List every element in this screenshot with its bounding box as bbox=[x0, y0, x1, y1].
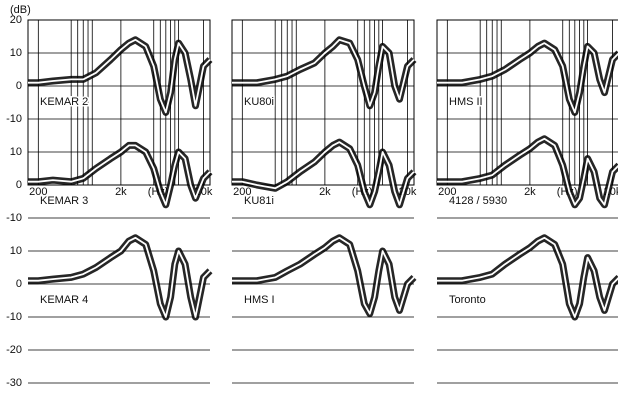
y-tick-label: 20 bbox=[10, 14, 22, 26]
mean-curve bbox=[232, 141, 415, 206]
x-tick-label: 2k bbox=[319, 186, 331, 198]
legend-label: KU80i bbox=[244, 96, 274, 108]
mean-curve bbox=[232, 236, 415, 315]
legend-label: 4128 / 5930 bbox=[449, 195, 507, 207]
y-tick-label: -10 bbox=[6, 212, 22, 224]
y-tick-label: 10 bbox=[10, 245, 22, 257]
mean-curve bbox=[437, 42, 618, 114]
y-tick-label: -30 bbox=[6, 377, 22, 389]
y-tick-label: 0 bbox=[16, 278, 22, 290]
mean-curve bbox=[437, 236, 618, 318]
x-tick-label: 2k bbox=[115, 186, 127, 198]
y-tick-label: 10 bbox=[10, 47, 22, 59]
x-tick-label: 2k bbox=[524, 186, 536, 198]
legend-label: KU81i bbox=[244, 195, 274, 207]
y-tick-label: -20 bbox=[6, 344, 22, 356]
legend-label: KEMAR 2 bbox=[40, 96, 88, 108]
mean-curve bbox=[28, 38, 211, 114]
y-tick-label: 0 bbox=[16, 179, 22, 191]
mean-curve bbox=[437, 137, 618, 206]
x-tick-label: 200 bbox=[29, 186, 47, 198]
mean-curve bbox=[28, 236, 211, 318]
legend-label: KEMAR 4 bbox=[40, 294, 88, 306]
y-axis-label: (dB) bbox=[10, 4, 31, 16]
y-tick-label: -10 bbox=[6, 113, 22, 125]
legend-label: HMS II bbox=[449, 96, 483, 108]
legend-label: HMS I bbox=[244, 294, 275, 306]
mean-curve bbox=[28, 144, 211, 206]
y-tick-label: -10 bbox=[6, 311, 22, 323]
legend-label: Toronto bbox=[449, 294, 486, 306]
legend-label: KEMAR 3 bbox=[40, 195, 88, 207]
x-tick-label: 200 bbox=[438, 186, 456, 198]
y-tick-label: 10 bbox=[10, 146, 22, 158]
mean-curve bbox=[232, 38, 415, 107]
x-tick-label: 200 bbox=[233, 186, 251, 198]
y-tick-label: 0 bbox=[16, 80, 22, 92]
